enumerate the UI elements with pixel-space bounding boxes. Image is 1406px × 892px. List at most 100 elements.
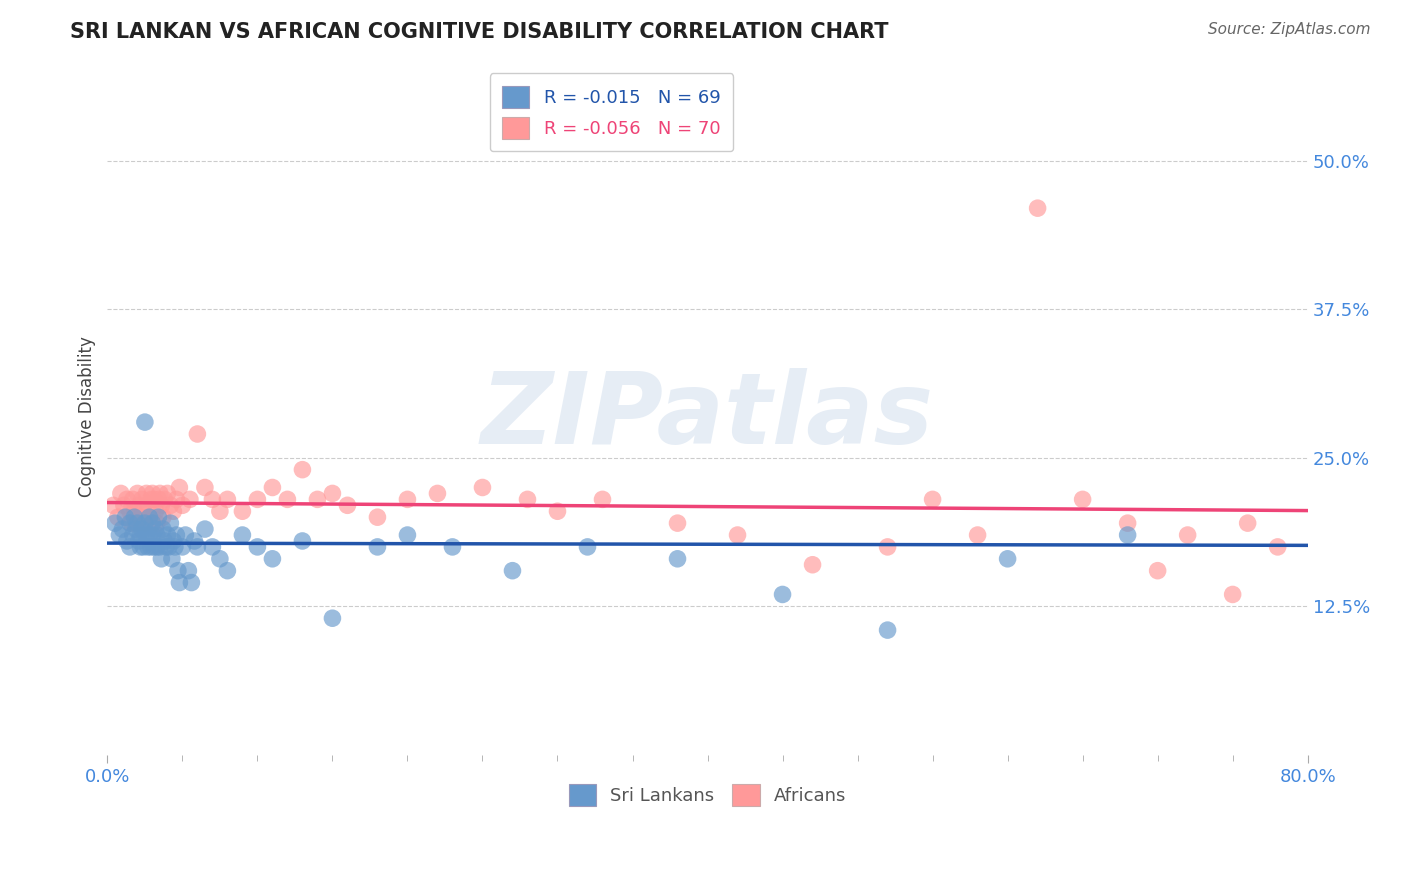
Point <box>186 540 208 554</box>
Point <box>217 492 239 507</box>
Point <box>1236 516 1258 530</box>
Point <box>132 504 155 518</box>
Point <box>291 533 314 548</box>
Point <box>118 516 141 530</box>
Text: Source: ZipAtlas.com: Source: ZipAtlas.com <box>1208 22 1371 37</box>
Point <box>159 516 181 530</box>
Point <box>471 481 494 495</box>
Point <box>180 575 202 590</box>
Point <box>194 481 217 495</box>
Point <box>201 492 224 507</box>
Point <box>157 540 180 554</box>
Point <box>727 528 749 542</box>
Point <box>148 492 170 507</box>
Point <box>246 492 269 507</box>
Point <box>122 492 145 507</box>
Point <box>156 528 179 542</box>
Point <box>152 522 174 536</box>
Point <box>1146 564 1168 578</box>
Point <box>146 516 169 530</box>
Point <box>155 540 177 554</box>
Point <box>592 492 614 507</box>
Point <box>118 540 141 554</box>
Point <box>134 516 156 530</box>
Point <box>156 486 179 500</box>
Point <box>1177 528 1199 542</box>
Point <box>142 540 165 554</box>
Point <box>396 492 419 507</box>
Point <box>122 528 145 542</box>
Text: SRI LANKAN VS AFRICAN COGNITIVE DISABILITY CORRELATION CHART: SRI LANKAN VS AFRICAN COGNITIVE DISABILI… <box>70 22 889 42</box>
Point <box>153 492 176 507</box>
Point <box>136 498 159 512</box>
Point <box>876 623 898 637</box>
Point <box>115 533 138 548</box>
Point <box>134 516 156 530</box>
Point <box>172 540 194 554</box>
Point <box>118 504 141 518</box>
Point <box>139 492 162 507</box>
Point <box>141 516 163 530</box>
Point <box>103 498 125 512</box>
Point <box>129 528 152 542</box>
Point <box>231 504 253 518</box>
Point <box>217 564 239 578</box>
Legend: Sri Lankans, Africans: Sri Lankans, Africans <box>561 777 853 814</box>
Point <box>162 533 184 548</box>
Point <box>138 510 160 524</box>
Point <box>177 564 200 578</box>
Point <box>246 540 269 554</box>
Point <box>396 528 419 542</box>
Point <box>262 551 284 566</box>
Point <box>169 481 191 495</box>
Point <box>145 522 167 536</box>
Point <box>150 551 173 566</box>
Point <box>129 540 152 554</box>
Point <box>291 463 314 477</box>
Point <box>128 498 150 512</box>
Point <box>172 498 194 512</box>
Point <box>501 564 523 578</box>
Point <box>179 492 201 507</box>
Point <box>149 540 172 554</box>
Point <box>169 575 191 590</box>
Point <box>366 510 388 524</box>
Point <box>576 540 599 554</box>
Point <box>146 528 169 542</box>
Point <box>135 486 157 500</box>
Point <box>142 492 165 507</box>
Point <box>152 510 174 524</box>
Point <box>194 522 217 536</box>
Point <box>124 510 146 524</box>
Point <box>321 611 343 625</box>
Point <box>141 528 163 542</box>
Point <box>104 516 127 530</box>
Point <box>136 540 159 554</box>
Point <box>201 540 224 554</box>
Point <box>127 516 149 530</box>
Point <box>148 510 170 524</box>
Point <box>186 427 208 442</box>
Point <box>547 504 569 518</box>
Point <box>128 533 150 548</box>
Point <box>146 540 169 554</box>
Point <box>426 486 449 500</box>
Text: ZIPatlas: ZIPatlas <box>481 368 934 465</box>
Point <box>666 551 689 566</box>
Point <box>129 510 152 524</box>
Point <box>1026 201 1049 215</box>
Point <box>1222 587 1244 601</box>
Point <box>876 540 898 554</box>
Point <box>1116 516 1139 530</box>
Point <box>366 540 388 554</box>
Point <box>276 492 298 507</box>
Point <box>997 551 1019 566</box>
Point <box>772 587 794 601</box>
Point <box>1071 492 1094 507</box>
Point <box>110 486 132 500</box>
Point <box>160 551 183 566</box>
Point <box>208 551 231 566</box>
Point <box>149 486 172 500</box>
Point <box>134 415 156 429</box>
Point <box>139 540 162 554</box>
